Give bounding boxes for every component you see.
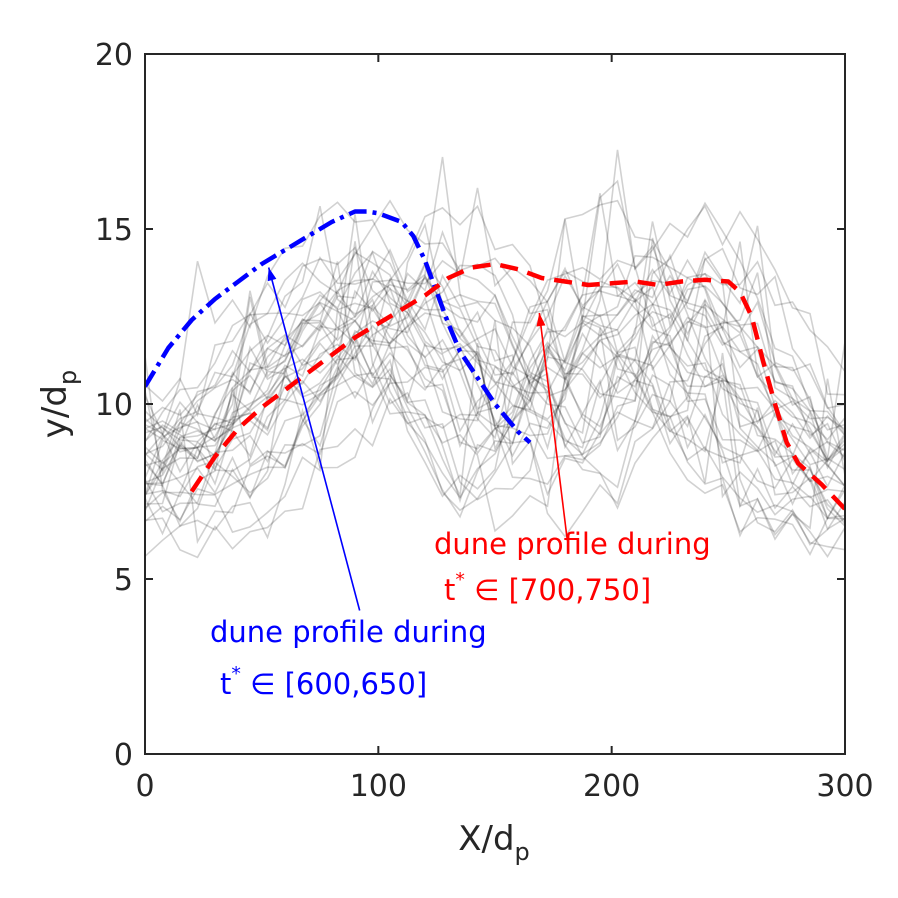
annotation-blue-symbol: ∈ [241,667,285,701]
background-profile-line [145,179,845,462]
background-profile-line [145,241,845,525]
background-profile-line [145,241,845,436]
background-profile-line [145,314,845,546]
annotation-blue-range: [600,650] [285,667,428,701]
annotation-blue-sup: * [231,663,241,685]
background-profile-line [145,246,845,489]
background-profile-line [145,291,845,499]
background-profile-line [145,219,845,558]
y-axis-title: y/dp [35,370,82,438]
background-profile-line [145,333,845,528]
background-profile-line [145,206,845,466]
background-profile-line [145,255,845,470]
background-profile-line [145,251,845,483]
x-tick-label: 200 [583,769,640,804]
annotation-blue-line2: t* ∈ [600,650] [220,663,427,701]
arrow-head [536,313,546,327]
background-profile-line [145,272,845,474]
background-profile-line [145,320,845,559]
background-profile-line [145,214,845,521]
annotation-arrows [267,267,569,611]
arrow-blue [267,267,361,611]
background-profile-line [145,331,845,520]
background-profile-line [145,320,845,508]
annotation-red-symbol: ∈ [465,573,509,607]
background-profile-line [145,273,845,523]
background-profile-line [145,193,845,455]
annotation-red-line2: t* ∈ [700,750] [444,569,651,607]
background-profile-line [145,204,845,458]
background-profile-line [145,311,845,531]
background-profile-line [145,372,845,545]
y-tick-label: 10 [95,388,133,423]
arrow-head [267,267,277,282]
arrow-shaft [538,312,569,541]
annotation-blue-t: t [220,667,231,701]
tick-marks [144,53,846,755]
background-profile-line [145,247,845,499]
background-profile-line [145,287,845,496]
background-profile-line [145,256,845,520]
x-axis-title-main: X/d [458,819,514,859]
background-profile-line [145,222,845,536]
background-profile-line [145,266,845,487]
x-axis-title-sub: p [515,838,530,866]
y-tick-label: 5 [114,563,133,598]
background-profile-line [145,225,845,513]
x-tick-label: 0 [135,769,154,804]
arrow-shaft [267,267,361,611]
background-profile-line [145,156,845,472]
y-axis-title-sub: p [54,370,82,385]
background-profile-line [145,325,845,557]
annotation-red-t: t [444,573,455,607]
background-profiles [145,149,845,559]
y-axis-title-main: y/d [35,385,75,438]
series-layer [145,209,845,511]
annotation-red-sup: * [455,569,465,591]
annotation-blue-line1: dune profile during [210,615,487,649]
background-profile-line [145,272,845,472]
background-profile-line [145,221,845,479]
arrow-red [536,312,569,541]
annotation-red-range: [700,750] [509,573,652,607]
x-axis-title: X/dp [458,819,530,866]
y-tick-label: 20 [95,38,133,73]
x-tick-label: 300 [816,769,873,804]
y-tick-label: 15 [95,213,133,248]
y-tick-label: 0 [114,738,133,773]
annotation-red-line1: dune profile during [434,527,711,561]
background-profile-line [145,261,845,556]
series-line-blue [145,209,532,445]
x-tick-label: 100 [350,769,407,804]
background-profile-line [145,199,845,457]
background-profile-line [145,149,845,443]
series-line-red [189,261,845,511]
background-profile-line [145,333,845,551]
